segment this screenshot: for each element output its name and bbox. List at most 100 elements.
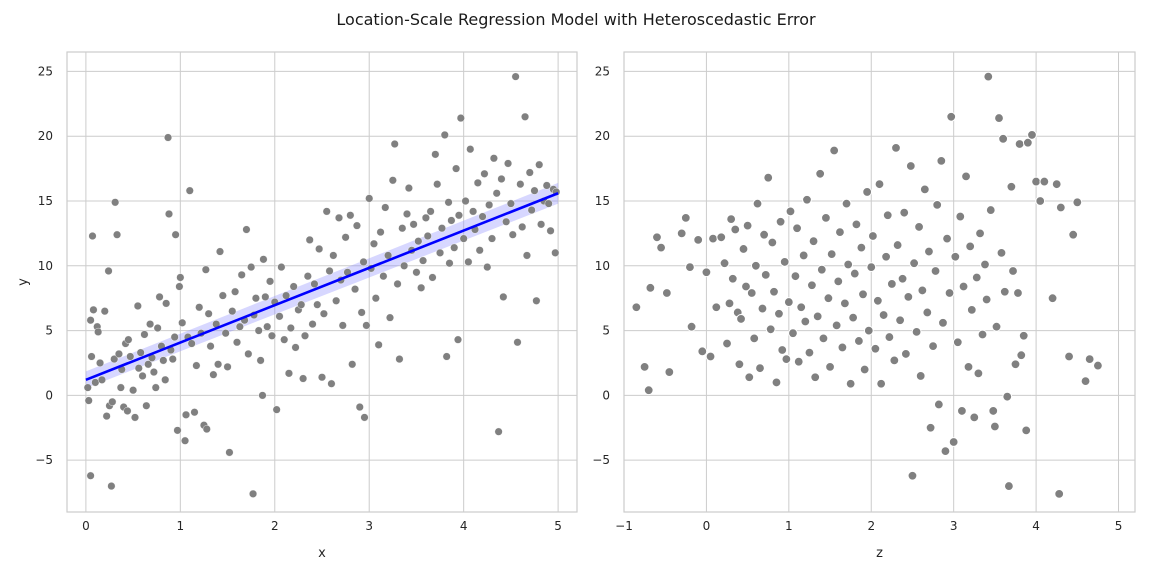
data-point (998, 133, 1009, 144)
data-point (489, 154, 498, 163)
data-point (480, 169, 489, 178)
x-tick-label: 5 (554, 519, 562, 533)
data-point (83, 383, 92, 392)
data-point (244, 349, 253, 358)
data-point (502, 217, 511, 226)
data-point (369, 239, 378, 248)
data-point (870, 343, 881, 354)
data-point (251, 294, 260, 303)
data-point (338, 321, 347, 330)
data-point (839, 298, 850, 309)
data-point (544, 199, 553, 208)
data-point (643, 385, 654, 396)
right-x-axis-label: z (876, 546, 883, 561)
data-point (259, 255, 268, 264)
data-point (1093, 360, 1103, 371)
data-point (763, 172, 774, 183)
data-point (318, 373, 327, 382)
data-point (793, 356, 804, 367)
data-point (746, 288, 757, 298)
data-point (738, 244, 749, 254)
y-tick-label: −5 (592, 453, 610, 467)
data-point (414, 237, 423, 246)
data-point (202, 425, 211, 434)
data-point (104, 266, 113, 275)
data-point (466, 145, 475, 154)
data-point (829, 145, 840, 156)
data-point (428, 273, 437, 282)
data-point (417, 283, 426, 292)
x-tick-label: 4 (460, 519, 468, 533)
data-point (940, 446, 951, 456)
data-point (258, 391, 267, 400)
data-point (362, 321, 371, 330)
data-point (639, 361, 650, 372)
data-point (225, 448, 234, 457)
data-point (977, 329, 988, 340)
x-tick-label: 2 (867, 519, 875, 533)
data-point (201, 265, 210, 274)
data-point (494, 427, 503, 436)
data-point (355, 403, 364, 412)
data-point (231, 287, 240, 296)
data-point (961, 171, 971, 182)
data-point (192, 361, 201, 370)
x-tick-label: 5 (1115, 519, 1123, 533)
data-point (444, 198, 453, 207)
data-point (483, 263, 492, 272)
data-point (332, 296, 341, 305)
data-point (741, 281, 751, 292)
data-point (767, 237, 778, 248)
data-point (181, 410, 190, 419)
data-point (1016, 350, 1027, 361)
data-point (942, 233, 952, 244)
data-point (181, 436, 190, 445)
data-point (775, 216, 786, 227)
right-scatter-panel: −1 0 1 2 3 4 5 −5 0 5 10 15 20 25 z (592, 51, 1136, 561)
data-point (858, 289, 868, 300)
x-tick-label: −1 (615, 519, 633, 533)
data-point (284, 369, 293, 378)
data-point (450, 243, 459, 252)
data-point (393, 279, 402, 288)
data-point (985, 205, 996, 215)
data-point (223, 362, 232, 371)
data-point (134, 364, 143, 373)
data-point (917, 285, 928, 296)
data-point (1008, 266, 1018, 276)
data-point (419, 256, 428, 265)
data-point (849, 268, 860, 279)
data-point (87, 352, 96, 361)
x-tick-label: 1 (785, 519, 793, 533)
data-point (204, 309, 213, 318)
data-point (724, 298, 735, 309)
right-gridlines (623, 52, 1135, 512)
data-point (436, 248, 445, 257)
data-point (759, 229, 770, 240)
data-point (168, 355, 177, 364)
data-point (89, 305, 98, 314)
y-tick-label: 5 (45, 324, 53, 338)
data-point (178, 318, 187, 327)
data-point (190, 408, 199, 417)
data-point (442, 352, 451, 361)
data-point (459, 234, 468, 243)
data-point (97, 375, 106, 384)
data-point (826, 249, 837, 260)
data-point (149, 368, 158, 377)
data-point (386, 313, 395, 322)
data-point (996, 247, 1007, 258)
data-point (421, 213, 430, 222)
data-point (218, 291, 227, 300)
data-point (282, 291, 291, 300)
data-point (837, 342, 848, 353)
data-point (164, 209, 173, 218)
data-point (325, 266, 334, 275)
data-point (755, 363, 765, 374)
data-point (440, 130, 449, 139)
data-point (969, 412, 980, 423)
left-scatter-panel: 0 1 2 3 4 5 −5 0 5 10 15 20 25 x y (16, 51, 578, 561)
data-point (412, 268, 421, 277)
data-point (247, 263, 256, 272)
data-point (1018, 330, 1029, 341)
